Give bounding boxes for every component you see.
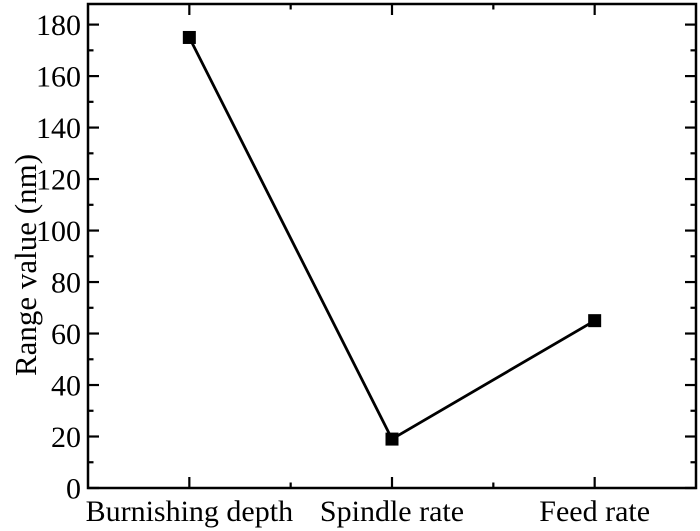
data-point-marker — [385, 432, 399, 446]
data-point-marker — [182, 30, 196, 44]
y-tick-label: 140 — [36, 112, 81, 145]
y-tick-label: 100 — [36, 215, 81, 248]
y-tick-label: 0 — [66, 473, 81, 506]
y-tick-label: 160 — [36, 61, 81, 94]
y-tick-label: 60 — [51, 318, 81, 351]
y-tick-label: 40 — [51, 370, 81, 403]
y-tick-label: 180 — [36, 9, 81, 42]
plot-border — [86, 2, 698, 490]
data-point-marker — [588, 314, 602, 328]
y-axis-label: Range value (nm) — [8, 154, 43, 376]
y-tick-label: 80 — [51, 267, 81, 300]
data-line — [188, 36, 596, 442]
x-tick-label: Spindle rate — [320, 495, 464, 528]
y-tick-label: 120 — [36, 164, 81, 197]
x-tick-label: Feed rate — [539, 495, 650, 528]
y-tick-label: 20 — [51, 421, 81, 454]
x-tick-label: Burnishing depth — [86, 495, 294, 528]
